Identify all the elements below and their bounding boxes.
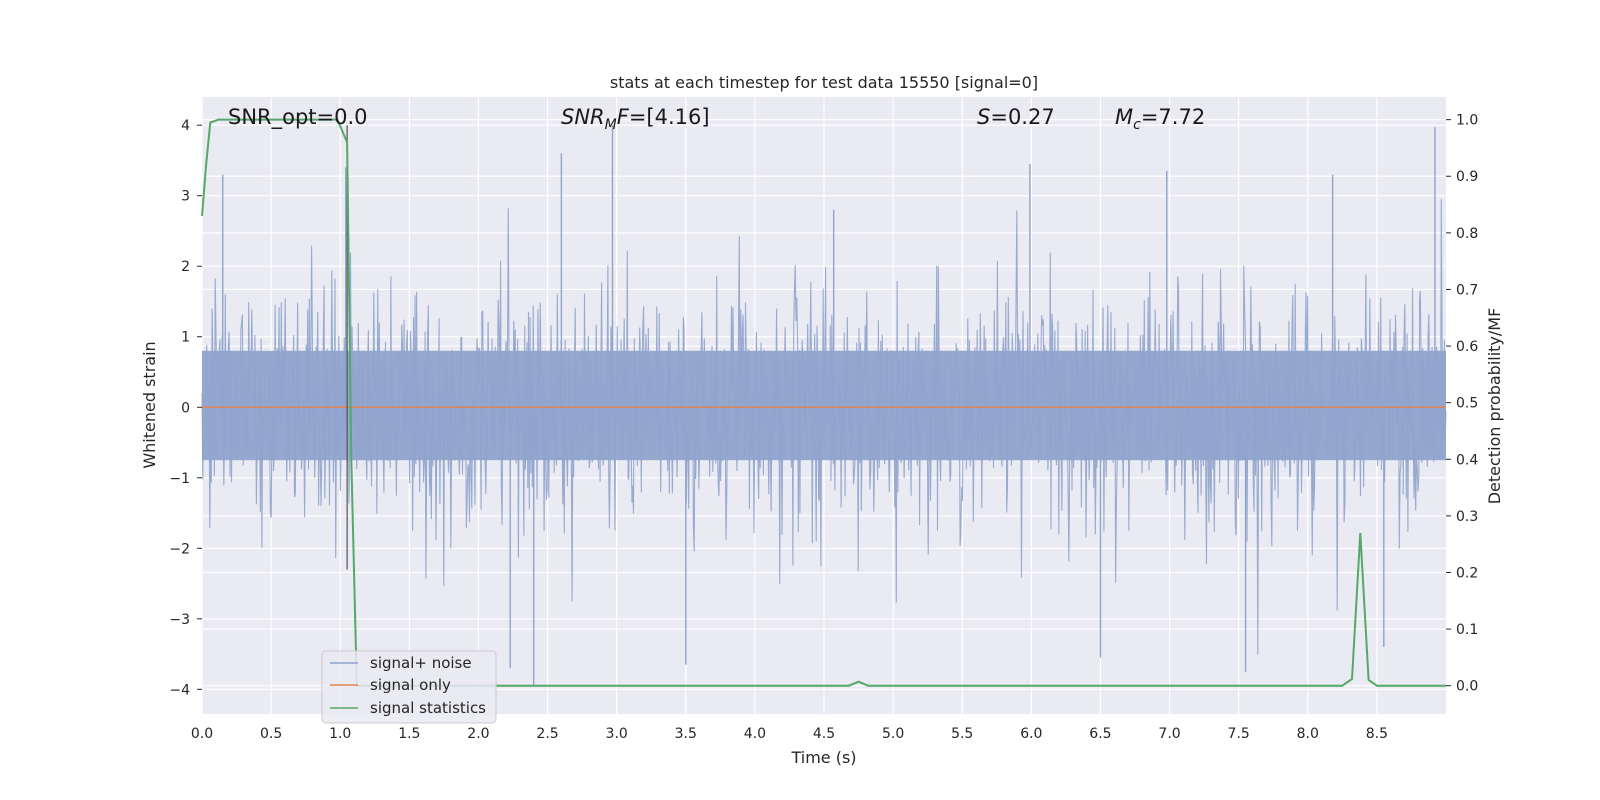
- x-tick-label: 7.0: [1158, 726, 1180, 742]
- y-right-tick-label: 0.8: [1456, 226, 1478, 242]
- annotation-snr-mf: SNRMF=[4.16]: [561, 105, 710, 133]
- y-axis-label: Whitened strain: [140, 341, 159, 468]
- x-tick-label: 6.5: [1089, 726, 1111, 742]
- x-axis-label: Time (s): [790, 748, 856, 767]
- tick-layer: 0.0 0.5 1.0 1.5 2.0 2.5 3.0 3.5 4.0 4.5 5.0 5.5 6.0 6…: [169, 113, 1478, 742]
- y-right-axis-label: Detection probability/MF: [1485, 308, 1504, 505]
- y-right-tick-label: 0.5: [1456, 396, 1478, 412]
- x-tick-label: 4.0: [744, 726, 766, 742]
- snr-mf-base: SNR: [561, 105, 605, 129]
- y-tick-label: −4: [169, 682, 190, 698]
- y-tick-label: 3: [181, 189, 190, 205]
- y-tick-label: 0: [181, 400, 190, 416]
- y-right-tick-label: 0.4: [1456, 452, 1478, 468]
- x-tick-label: 0.0: [191, 726, 213, 742]
- legend-box: [321, 650, 497, 724]
- snr-mf-post: F: [617, 105, 630, 129]
- s-label: S: [977, 105, 990, 129]
- mc-label: M: [1115, 105, 1133, 129]
- y-right-tick-label: 0.3: [1456, 509, 1478, 525]
- y-tick-label: 4: [181, 118, 190, 134]
- y-right-tick-label: 0.1: [1456, 622, 1478, 638]
- legend-label-signal-statistics: signal statistics: [370, 699, 486, 717]
- y-right-tick-label: 0.7: [1456, 282, 1478, 298]
- x-tick-label: 3.0: [606, 726, 628, 742]
- y-right-tick-label: 0.0: [1456, 679, 1478, 695]
- x-tick-label: 8.0: [1297, 726, 1319, 742]
- signal-noise-core-band: [202, 350, 1446, 461]
- x-tick-label: 3.5: [675, 726, 697, 742]
- x-tick-label: 1.5: [398, 726, 420, 742]
- x-tick-label: 2.0: [467, 726, 489, 742]
- mc-value: =7.72: [1141, 105, 1205, 129]
- x-tick-label: 8.5: [1366, 726, 1388, 742]
- x-tick-label: 7.5: [1228, 726, 1250, 742]
- x-tick-label: 6.0: [1020, 726, 1042, 742]
- annotation-snr-opt: SNR_opt=0.0: [228, 105, 368, 130]
- series-layer: [201, 118, 1446, 687]
- x-tick-label: 5.0: [882, 726, 904, 742]
- legend-label-signal-noise: signal+ noise: [370, 654, 472, 672]
- snr-mf-value: =[4.16]: [629, 105, 710, 129]
- x-tick-label: 1.0: [329, 726, 351, 742]
- y-tick-label: −2: [169, 541, 190, 557]
- y-tick-label: −3: [169, 612, 190, 628]
- annotation-s: S=0.27: [977, 105, 1055, 129]
- noise-layer: [201, 125, 1447, 686]
- legend-label-signal-only: signal only: [370, 676, 451, 694]
- legend: signal+ noise signal only signal statist…: [321, 650, 497, 724]
- y-right-tick-label: 1.0: [1456, 113, 1478, 129]
- annotation-mc: Mc=7.72: [1115, 105, 1205, 133]
- signal-statistics-line: [201, 118, 1446, 687]
- x-tick-label: 4.5: [813, 726, 835, 742]
- y-tick-label: −1: [169, 471, 190, 487]
- y-tick-label: 1: [181, 330, 190, 346]
- x-tick-label: 5.5: [951, 726, 973, 742]
- y-right-tick-label: 0.9: [1456, 169, 1478, 185]
- y-tick-label: 2: [181, 259, 190, 275]
- y-right-tick-label: 0.6: [1456, 339, 1478, 355]
- s-value: =0.27: [990, 105, 1054, 129]
- chart-title: stats at each timestep for test data 155…: [610, 73, 1038, 92]
- x-tick-label: 2.5: [536, 726, 558, 742]
- y-right-tick-label: 0.2: [1456, 565, 1478, 581]
- mc-sub: c: [1133, 117, 1141, 133]
- x-tick-label: 0.5: [260, 726, 282, 742]
- snr-mf-sub: M: [605, 117, 617, 133]
